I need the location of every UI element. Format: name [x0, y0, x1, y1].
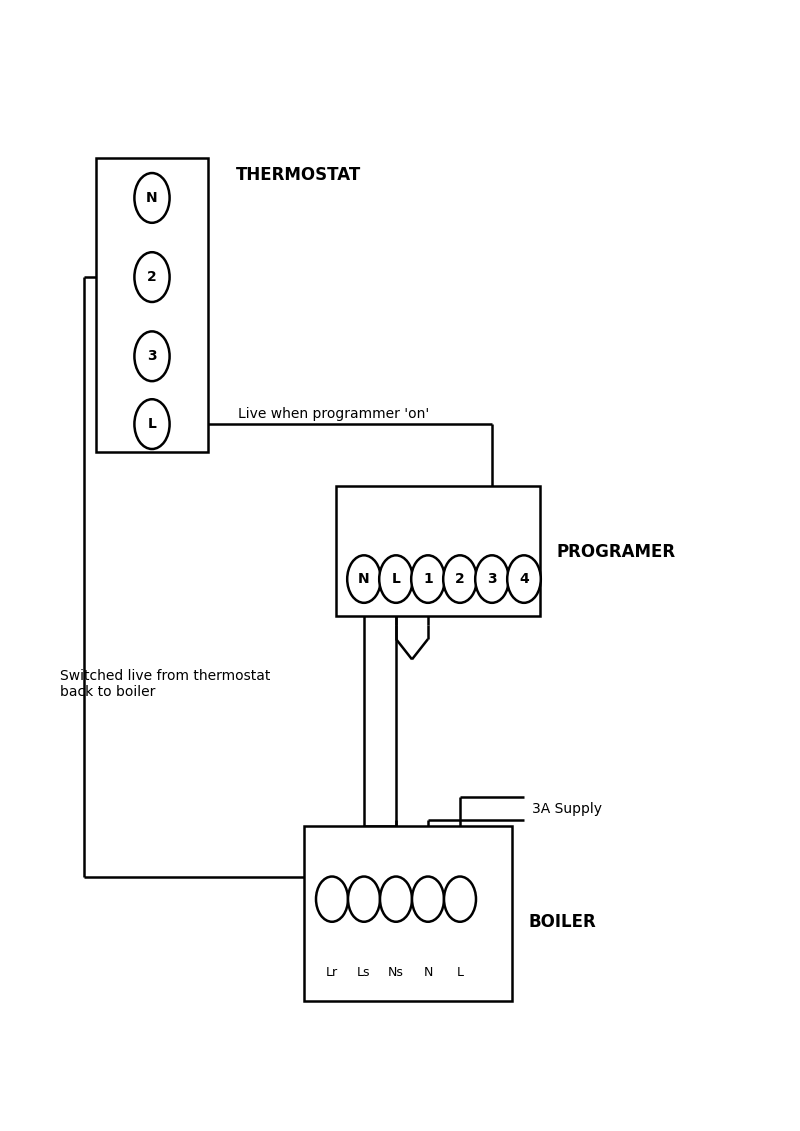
Bar — [96, 158, 208, 452]
Text: Ns: Ns — [388, 966, 404, 979]
Bar — [304, 826, 512, 1001]
Text: Live when programmer 'on': Live when programmer 'on' — [238, 407, 430, 421]
Text: 1: 1 — [423, 572, 433, 586]
Text: 2: 2 — [455, 572, 465, 586]
Circle shape — [134, 331, 170, 381]
Text: N: N — [423, 966, 433, 979]
Text: L: L — [457, 966, 463, 979]
Circle shape — [411, 555, 445, 603]
Circle shape — [134, 173, 170, 223]
Circle shape — [444, 877, 476, 922]
Text: L: L — [391, 572, 401, 586]
Circle shape — [379, 555, 413, 603]
Circle shape — [380, 877, 412, 922]
Text: 3: 3 — [147, 349, 157, 363]
Circle shape — [507, 555, 541, 603]
Circle shape — [134, 399, 170, 449]
Text: 4: 4 — [519, 572, 529, 586]
Text: N: N — [358, 572, 370, 586]
Text: 3A Supply: 3A Supply — [532, 802, 602, 815]
Text: Ls: Ls — [358, 966, 370, 979]
Text: L: L — [147, 417, 157, 431]
Text: PROGRAMER: PROGRAMER — [556, 543, 675, 561]
Bar — [336, 486, 540, 616]
Text: N: N — [146, 191, 158, 205]
Circle shape — [443, 555, 477, 603]
Circle shape — [348, 877, 380, 922]
Text: Lr: Lr — [326, 966, 338, 979]
Text: 3: 3 — [487, 572, 497, 586]
Circle shape — [347, 555, 381, 603]
Circle shape — [316, 877, 348, 922]
Text: THERMOSTAT: THERMOSTAT — [236, 166, 362, 184]
Circle shape — [412, 877, 444, 922]
Text: Switched live from thermostat
back to boiler: Switched live from thermostat back to bo… — [60, 670, 270, 699]
Circle shape — [475, 555, 509, 603]
Circle shape — [134, 252, 170, 302]
Text: BOILER: BOILER — [528, 913, 596, 931]
Text: 2: 2 — [147, 270, 157, 284]
